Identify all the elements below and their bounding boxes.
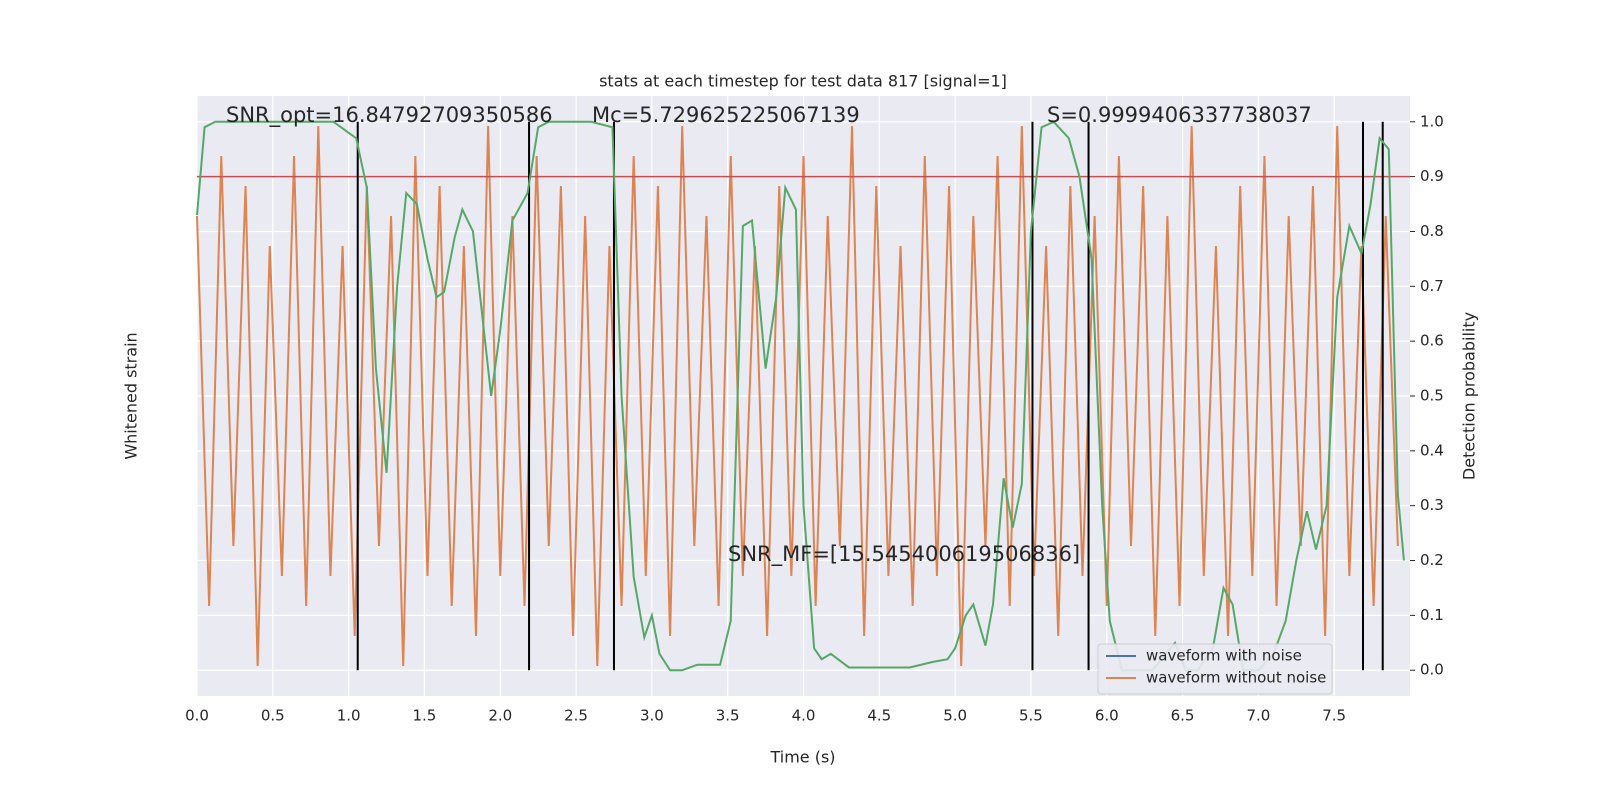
y-axis-label: Whitened strain	[122, 332, 141, 459]
x-tick-label: 7.5	[1322, 707, 1346, 725]
x-tick-label: 1.0	[337, 707, 361, 725]
x-tick-label: 2.5	[564, 707, 588, 725]
x-tick-label: 6.5	[1171, 707, 1195, 725]
y2-tick-label: 0.5	[1420, 387, 1444, 405]
x-tick-label: 5.5	[1019, 707, 1043, 725]
annotation: SNR_opt=16.84792709350586	[226, 103, 553, 128]
x-axis-label: Time (s)	[769, 748, 835, 767]
x-tick-label: 5.0	[943, 707, 967, 725]
x-tick-label: 4.5	[867, 707, 891, 725]
legend: waveform with noise waveform without nois…	[1097, 643, 1333, 695]
x-tick-label: 0.5	[261, 707, 285, 725]
y2-tick-label: 0.7	[1420, 277, 1444, 295]
grid: 0.0 0.5 1.0 1.5 2.0 2.5 3.0 3.5 4.0 4.5 5.0 5.5 6.0 6…	[185, 96, 1444, 725]
x-tick-label: 1.5	[413, 707, 437, 725]
y2-tick-label: 0.0	[1420, 661, 1444, 679]
y2-tick-label: 0.2	[1420, 551, 1444, 569]
y2-tick-label: 1.0	[1420, 112, 1444, 130]
x-tick-label: 4.0	[792, 707, 816, 725]
x-tick-label: 0.0	[185, 707, 209, 725]
x-tick-label: 3.5	[716, 707, 740, 725]
y2-tick-label: 0.9	[1420, 167, 1444, 185]
y2-tick-label: 0.4	[1420, 441, 1444, 459]
x-tick-label: 2.0	[488, 707, 512, 725]
annotation: S=0.9999406337738037	[1047, 103, 1312, 127]
annotation: Mc=5.729625225067139	[592, 103, 860, 127]
x-tick-label: 3.0	[640, 707, 664, 725]
x-tick-label: 6.0	[1095, 707, 1119, 725]
waveform-line	[196, 125, 1399, 667]
y2-tick-label: 0.1	[1420, 606, 1444, 624]
y2-axis-label: Detection probability	[1460, 312, 1479, 480]
y2-tick-label: 0.8	[1420, 222, 1444, 240]
x-tick-label: 7.0	[1246, 707, 1270, 725]
chart-title: stats at each timestep for test data 817…	[599, 72, 1007, 91]
annotation: SNR_MF=[15.545400619506836]	[728, 542, 1080, 567]
legend-label: waveform without noise	[1146, 669, 1326, 687]
legend-label: waveform with noise	[1146, 647, 1302, 665]
y2-tick-label: 0.6	[1420, 332, 1444, 350]
y2-tick-label: 0.3	[1420, 496, 1444, 514]
legend-box	[1097, 643, 1333, 695]
marks	[196, 120, 1410, 672]
